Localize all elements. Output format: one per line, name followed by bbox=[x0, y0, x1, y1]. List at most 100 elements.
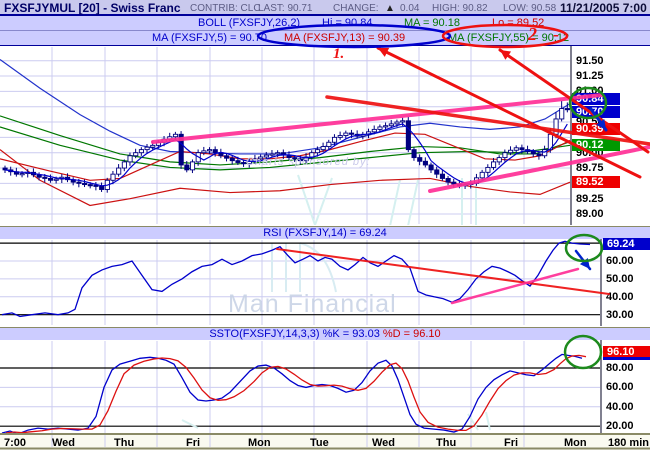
candle bbox=[99, 185, 105, 190]
candle bbox=[491, 161, 497, 168]
boll-hi-value: Hi = 90.84 bbox=[322, 17, 373, 29]
candle bbox=[326, 141, 332, 148]
candle bbox=[47, 178, 54, 181]
ssto-title-k: SSTO(FXSFJY,14,3,3) %K = 93.03 bbox=[209, 328, 380, 340]
candle bbox=[167, 136, 173, 140]
man-logo-watermark bbox=[407, 179, 419, 225]
candle bbox=[502, 152, 508, 159]
candle bbox=[82, 182, 88, 186]
candle bbox=[383, 125, 389, 128]
price-candlestick-chart[interactable] bbox=[0, 46, 650, 225]
candle bbox=[445, 178, 451, 183]
candle bbox=[337, 135, 343, 138]
candle bbox=[87, 184, 93, 187]
boll-label: BOLL (FXSFJY,26,2) bbox=[198, 17, 301, 29]
sponsor-watermark: Charts sponsored by: bbox=[246, 156, 371, 168]
candle bbox=[320, 146, 326, 151]
bollinger-readout-bar: BOLL (FXSFJY,26,2) Hi = 90.84 MA = 90.18… bbox=[0, 16, 650, 31]
contrib-value: CONTRIB: CLC bbox=[190, 3, 261, 14]
change-up-arrow-icon: ▲ bbox=[385, 3, 395, 14]
candle bbox=[121, 161, 127, 169]
candle bbox=[439, 173, 446, 179]
boll-lo-value: Lo = 89.52 bbox=[492, 17, 545, 29]
man-logo-watermark bbox=[297, 174, 333, 225]
candle bbox=[53, 178, 59, 181]
candle bbox=[133, 152, 139, 157]
candle bbox=[394, 121, 400, 125]
candle bbox=[155, 141, 162, 146]
candle bbox=[42, 176, 48, 179]
candle bbox=[303, 156, 309, 162]
man-logo-watermark bbox=[485, 411, 491, 431]
candle bbox=[451, 181, 457, 185]
candle bbox=[479, 171, 485, 179]
candle bbox=[201, 150, 207, 154]
candle bbox=[224, 155, 230, 159]
candle bbox=[19, 173, 25, 176]
candle bbox=[207, 149, 213, 152]
candle bbox=[513, 147, 519, 151]
candle bbox=[297, 158, 304, 162]
candle bbox=[485, 166, 491, 173]
change-value: 0.04 bbox=[400, 3, 420, 14]
high-value: HIGH: 90.82 bbox=[432, 3, 488, 14]
candle bbox=[235, 160, 241, 163]
man-logo-watermark bbox=[389, 179, 401, 225]
candle bbox=[422, 160, 428, 166]
candle bbox=[150, 144, 156, 148]
change-label: CHANGE: bbox=[333, 3, 379, 14]
candle bbox=[76, 181, 82, 184]
candle bbox=[428, 164, 434, 171]
candle bbox=[144, 146, 150, 151]
candle bbox=[388, 123, 394, 127]
man-logo-watermark bbox=[181, 419, 199, 429]
ssto-panel-header: SSTO(FXSFJY,14,3,3) %K = 93.03 %D = 96.1… bbox=[0, 327, 650, 341]
low-value: LOW: 90.58 bbox=[503, 3, 557, 14]
candle bbox=[542, 149, 548, 157]
candle bbox=[314, 149, 321, 154]
candle bbox=[405, 120, 411, 151]
candle bbox=[138, 149, 144, 154]
candle bbox=[371, 128, 377, 133]
candle bbox=[400, 120, 406, 123]
candle bbox=[508, 149, 514, 154]
candle bbox=[343, 132, 349, 136]
candle bbox=[559, 108, 565, 120]
boll-ma-value: MA = 90.18 bbox=[404, 17, 460, 29]
rsi-title: RSI (FXSFJY,14) = 69.24 bbox=[263, 227, 387, 239]
candle bbox=[212, 149, 218, 154]
candle bbox=[530, 151, 536, 155]
candle bbox=[241, 162, 247, 165]
datetime-stamp: 11/21/2005 7:00 bbox=[560, 1, 647, 15]
candle bbox=[275, 152, 281, 155]
candle bbox=[349, 132, 355, 135]
candle bbox=[172, 133, 179, 138]
candle bbox=[258, 156, 264, 160]
candle bbox=[116, 167, 122, 175]
candle bbox=[496, 157, 502, 163]
candle bbox=[263, 154, 269, 158]
ma5-readout: MA (FXSFJY,5) = 90.70 bbox=[152, 32, 268, 44]
candle bbox=[331, 136, 338, 143]
ssto-k-line bbox=[1, 353, 583, 435]
ssto-chart[interactable] bbox=[0, 340, 650, 450]
quote-header-bar: FXSFJYMUL [20] - Swiss Franc CONTRIB: CL… bbox=[0, 0, 650, 16]
candle bbox=[93, 184, 99, 187]
candle bbox=[456, 183, 463, 187]
ma55-readout: MA (FXSFJY,55) = 90.12 bbox=[448, 32, 570, 44]
candle bbox=[161, 138, 167, 143]
candle bbox=[127, 155, 133, 163]
candle bbox=[462, 184, 468, 187]
ssto-title-d: %D = 96.10 bbox=[379, 328, 441, 340]
candle bbox=[110, 173, 116, 181]
candle bbox=[553, 118, 559, 135]
symbol-title: FXSFJYMUL [20] - Swiss Franc bbox=[4, 1, 181, 15]
candle bbox=[269, 153, 275, 156]
candle bbox=[564, 108, 570, 111]
candle bbox=[229, 157, 235, 162]
brand-watermark: Man Financial bbox=[228, 290, 397, 318]
candle bbox=[411, 149, 417, 159]
candle bbox=[377, 126, 383, 130]
candle bbox=[292, 157, 298, 160]
